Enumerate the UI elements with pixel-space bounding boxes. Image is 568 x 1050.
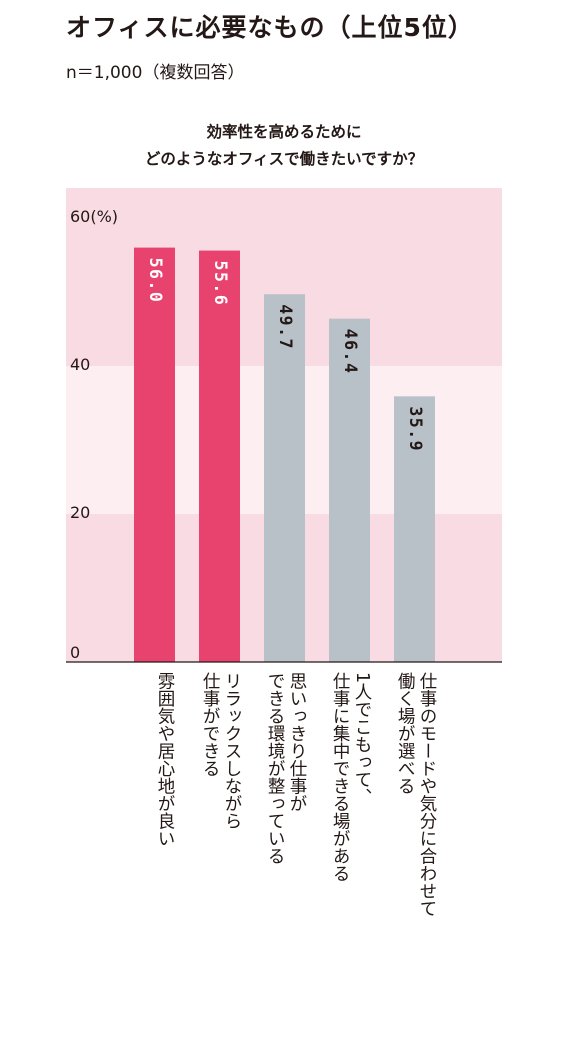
bar <box>264 294 305 662</box>
bar-value-label: 35.9 <box>406 406 425 452</box>
category-label: リラックスしながら 仕事ができる <box>200 672 242 830</box>
y-tick-label: 0 <box>70 643 80 662</box>
y-tick-label: 40 <box>70 355 90 374</box>
bar-value-label: 49.7 <box>276 304 295 350</box>
category-label: 思いっきり仕事が できる環境が整っている <box>265 672 307 865</box>
bar-value-label: 46.4 <box>341 329 360 375</box>
bar <box>329 318 370 662</box>
chart-question-line-2: どのようなオフィスで働きたいですか？ <box>144 150 424 168</box>
category-label: 雰囲気や居心地が良い <box>155 672 175 847</box>
bar <box>199 250 240 662</box>
chart-question-line-1: 効率性を高めるために <box>206 123 362 141</box>
bar <box>134 247 175 662</box>
sample-note: n＝1,000（複数回答） <box>66 63 245 83</box>
category-label: 仕事のモードや気分に合わせて 働く場が選べる <box>395 672 437 917</box>
y-tick-label: 20 <box>70 503 90 522</box>
bar-value-label: 56.0 <box>146 258 165 304</box>
category-label: 1人でこもって、 仕事に集中できる場がある <box>330 672 372 882</box>
page-title: オフィスに必要なもの（上位5位） <box>66 13 474 42</box>
bar <box>394 396 435 662</box>
bar-value-label: 55.6 <box>211 261 230 307</box>
y-tick-label: 60(%) <box>70 207 118 226</box>
